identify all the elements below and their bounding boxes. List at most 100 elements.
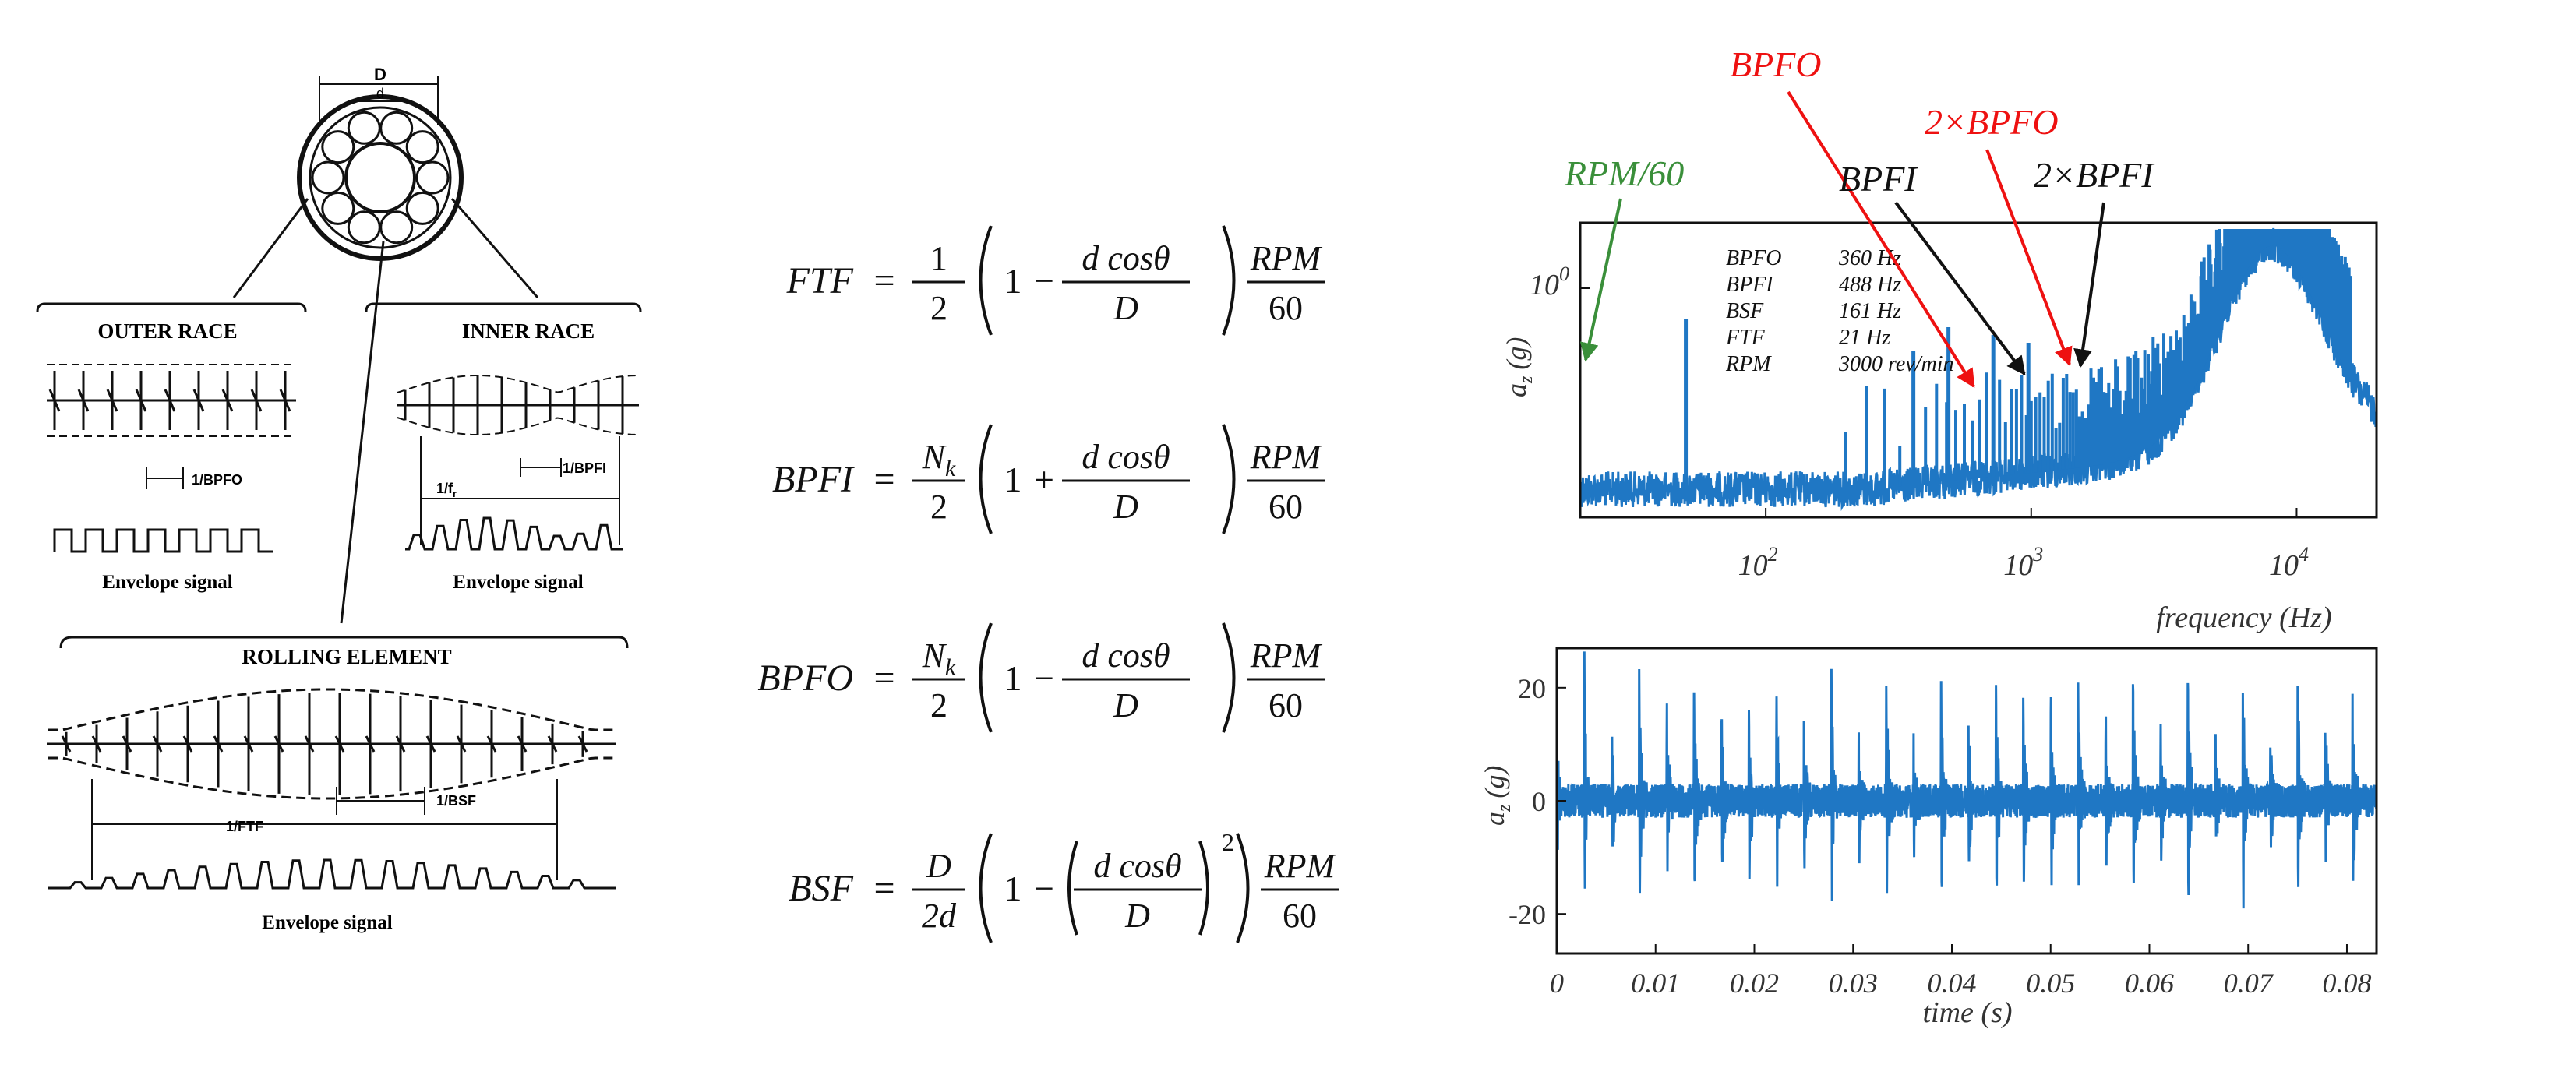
formula-sixty: 60	[1283, 897, 1317, 935]
formula-rpm: RPM	[1250, 636, 1323, 675]
spectrum-axes-frame	[1579, 221, 2378, 519]
time-x-tick: 0.01	[1631, 968, 1680, 999]
spectrum-annotation-label: 2×BPFI	[2034, 155, 2155, 195]
formula-sign: −	[1034, 658, 1054, 698]
time-y-tick: 0	[1532, 786, 1546, 817]
legend-name: RPM	[1725, 352, 1772, 376]
formula-sixty: 60	[1269, 488, 1303, 526]
inner-race-rotation-label: 1/fr	[436, 481, 457, 499]
spectrum-annotation-label: BPFI	[1839, 159, 1918, 199]
formula-sign: −	[1034, 869, 1054, 908]
formula-frac-den: D	[1124, 897, 1150, 935]
bearing-balls	[311, 111, 450, 245]
time-x-tick: 0.07	[2224, 968, 2274, 999]
time-ylabel: az(g)	[1479, 766, 1515, 826]
spectrum-annotation-label: 2×BPFO	[1925, 102, 2059, 142]
formula-frac-num: d cosθ	[1093, 847, 1181, 885]
legend-name: BPFI	[1726, 273, 1774, 297]
formula-frac-den: D	[1113, 289, 1138, 327]
legend-value: 3000 rev/min	[1838, 352, 1954, 376]
time-y-tick: 20	[1518, 673, 1546, 704]
time-signal-plot: 0 0.01 0.02 0.03 0.04 0.05 0.06 0.07 0.08 20 0 -20…	[1479, 647, 2378, 1029]
time-x-tick: 0.02	[1730, 968, 1779, 999]
formula-frac-num: d cosθ	[1082, 636, 1170, 675]
spectrum-ylabel: az(g)	[1501, 337, 1537, 397]
formula-coef-num: Nk	[922, 636, 956, 680]
svg-text:1: 1	[1004, 460, 1022, 499]
dimension-outer-label: D	[374, 65, 386, 84]
bearing-fault-diagram: D d OUTER RACE 1/BPFO Envelope signal IN…	[36, 65, 642, 933]
legend-value: 161 Hz	[1839, 299, 1901, 323]
spectrum-annotation-label: RPM/60	[1564, 153, 1684, 193]
formula-name: FTF	[786, 260, 854, 301]
outer-race-period-label: 1/BPFO	[192, 472, 242, 488]
rolling-element-envelope-label: Envelope signal	[262, 912, 392, 933]
svg-text:1: 1	[1004, 261, 1022, 301]
svg-text:=: =	[873, 657, 895, 699]
formula-name: BPFO	[757, 657, 853, 699]
spectrum-x-tick: 104	[2269, 543, 2309, 582]
formula-name: BPFI	[772, 459, 855, 500]
outer-race-envelope-label: Envelope signal	[102, 572, 232, 593]
formula-rpm: RPM	[1264, 847, 1337, 885]
legend-name: BPFO	[1726, 246, 1782, 270]
spectrum-trace	[1579, 227, 2378, 512]
time-xlabel: time (s)	[1922, 996, 2012, 1029]
formula-coef-num: 1	[930, 239, 947, 277]
legend-value: 21 Hz	[1839, 326, 1890, 350]
formula-bpfo: BPFO = Nk 2 1 −d cosθ D RPM 60	[757, 622, 1325, 733]
formula-sign: +	[1034, 460, 1054, 499]
dimension-inner-label: d	[376, 86, 384, 101]
legend-value: 360 Hz	[1838, 246, 1901, 270]
legend-name: BSF	[1726, 299, 1764, 323]
formula-coef-num: Nk	[922, 438, 956, 481]
svg-text:=: =	[873, 868, 895, 909]
formula-rpm: RPM	[1250, 438, 1323, 476]
formula-coef-num: D	[926, 847, 951, 885]
time-x-tick: 0.06	[2125, 968, 2174, 999]
spectrum-y-tick: 100	[1530, 263, 1569, 301]
formula-sixty: 60	[1269, 289, 1303, 327]
legend-value: 488 Hz	[1839, 273, 1901, 297]
formula-frac-num: d cosθ	[1082, 239, 1170, 277]
formula-bpfi: BPFI = Nk 2 1 + d cosθ D RPM 60	[772, 424, 1325, 534]
svg-text:1: 1	[1004, 869, 1022, 908]
rolling-element-ftf-label: 1/FTF	[226, 819, 263, 834]
formula-coef-den: 2	[930, 488, 947, 526]
formula-coef-den: 2d	[922, 897, 957, 935]
formula-bsf: BSF = D 2d 1 − 2 d cosθ D RPM 60	[789, 828, 1339, 943]
time-x-tick: 0.05	[2026, 968, 2075, 999]
spectrum-annotation-label: BPFO	[1730, 44, 1822, 84]
inner-race-title: INNER RACE	[462, 319, 595, 343]
time-signal-trace	[1555, 651, 2378, 909]
formula-coef-den: 2	[930, 686, 947, 724]
svg-text:=: =	[873, 459, 895, 500]
spectrum-x-tick: 103	[2003, 543, 2043, 582]
formula-name: BSF	[789, 868, 853, 909]
time-x-tick: 0.03	[1829, 968, 1878, 999]
bearing-inner-ring	[344, 142, 416, 213]
time-y-tick: -20	[1509, 899, 1546, 930]
formula-sign: −	[1034, 261, 1054, 301]
formula-coef-den: 2	[930, 289, 947, 327]
spectrum-xlabel: frequency (Hz)	[2156, 601, 2331, 634]
formula-sixty: 60	[1269, 686, 1303, 724]
spectrum-legend: BPFO 360 Hz BPFI 488 Hz BSF 161 Hz FTF 21 Hz RPM…	[1725, 246, 1954, 376]
vibration-plots: 102 103 104 100 frequency (Hz) az(g) BPFO 3…	[1479, 44, 2378, 1029]
legend-name: FTF	[1725, 326, 1766, 350]
rolling-element-bsf-label: 1/BSF	[436, 793, 476, 809]
inner-race-period-label: 1/BPFI	[563, 460, 606, 476]
bearing-outer-ring	[297, 94, 464, 261]
formula-frac-den: D	[1113, 686, 1138, 724]
formula-rpm: RPM	[1250, 239, 1323, 277]
formula-frac-den: D	[1113, 488, 1138, 526]
svg-text:=: =	[873, 260, 895, 301]
time-x-tick: 0	[1550, 968, 1564, 999]
outer-race-title: OUTER RACE	[97, 319, 237, 343]
rolling-element-title: ROLLING ELEMENT	[242, 645, 451, 668]
inner-race-envelope-label: Envelope signal	[453, 572, 583, 593]
spectrum-x-tick: 102	[1738, 543, 1778, 582]
